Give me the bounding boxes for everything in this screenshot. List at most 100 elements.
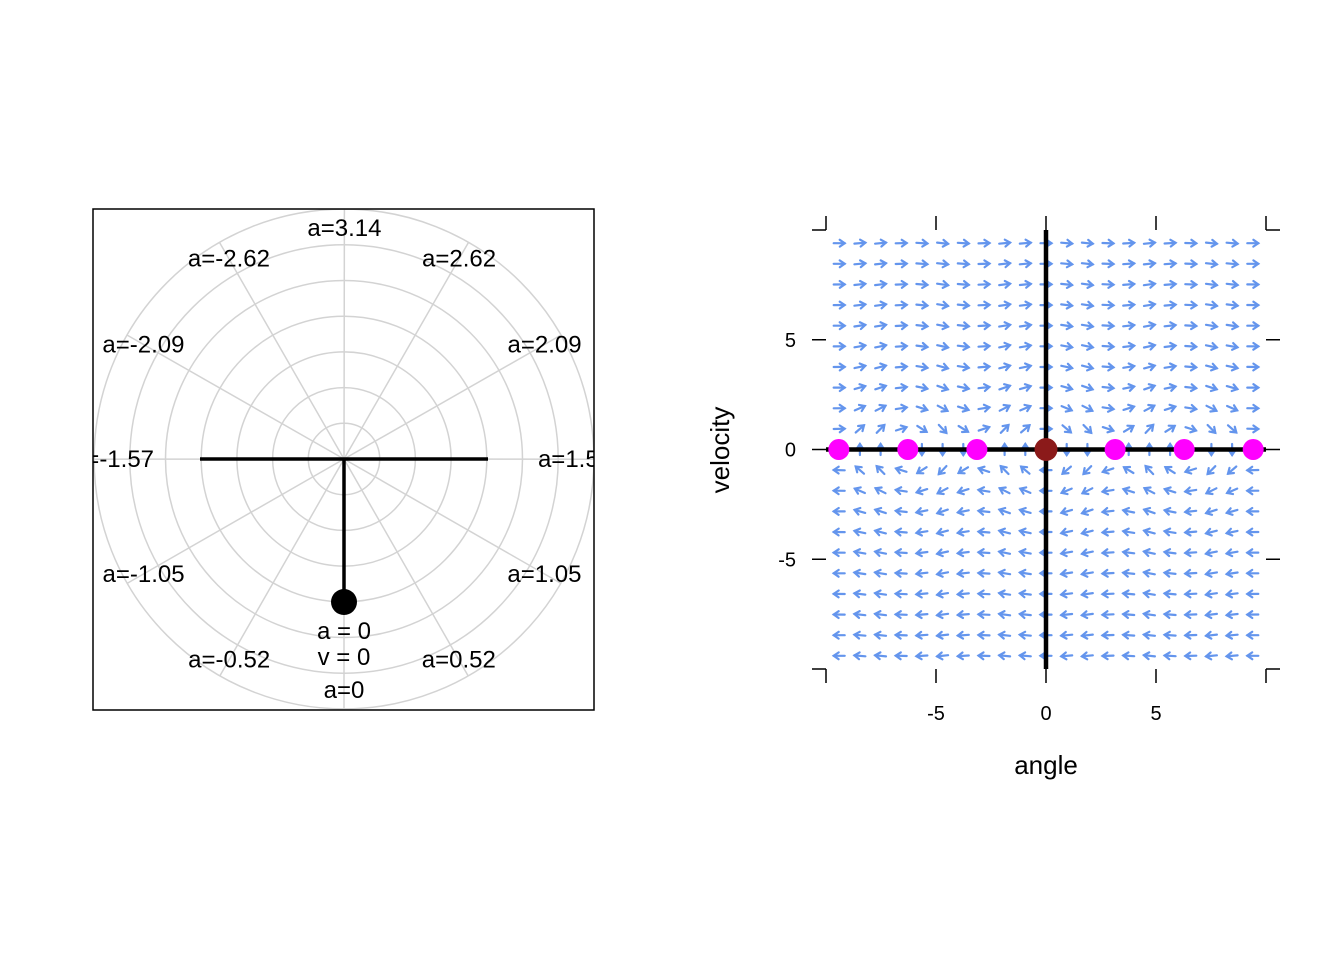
field-arrow [976, 610, 991, 620]
field-arrow [831, 486, 846, 496]
field-arrow [1121, 651, 1136, 661]
field-arrow [1224, 589, 1239, 599]
field-arrow [893, 568, 908, 578]
field-arrow [955, 630, 970, 640]
field-arrow [1059, 548, 1074, 558]
field-arrow [1246, 259, 1261, 269]
field-arrow [914, 651, 929, 661]
field-arrow [1225, 259, 1240, 269]
field-arrow [1204, 589, 1219, 599]
field-arrow [1245, 589, 1260, 599]
field-arrow [873, 321, 888, 331]
field-arrow [1225, 321, 1240, 331]
field-arrow [1060, 300, 1075, 310]
field-arrow [1225, 362, 1240, 372]
field-arrow [1080, 362, 1095, 372]
field-arrow [955, 548, 970, 558]
field-arrow [1122, 238, 1137, 248]
field-arrow [853, 300, 868, 310]
field-arrow [1018, 259, 1033, 269]
field-arrow [956, 341, 971, 351]
field-arrow [893, 610, 908, 620]
field-arrow [853, 238, 868, 248]
field-arrow [1225, 383, 1240, 393]
field-arrow [873, 238, 888, 248]
velocity-state-label: v = 0 [318, 644, 371, 671]
field-arrow [915, 404, 930, 413]
field-arrow [894, 403, 909, 413]
field-arrow [977, 424, 992, 433]
polar-spoke [126, 334, 345, 460]
field-arrow [832, 259, 847, 269]
field-arrow [1060, 321, 1075, 331]
field-arrow [831, 651, 846, 661]
field-arrow [976, 486, 991, 496]
field-arrow [1101, 403, 1116, 413]
field-arrow [893, 527, 908, 537]
field-arrow [1079, 651, 1094, 661]
field-arrow [873, 589, 888, 599]
field-arrow [1204, 630, 1219, 640]
field-arrow [1121, 589, 1136, 599]
field-arrow [853, 383, 868, 392]
y-tick-label: 5 [785, 330, 796, 352]
field-arrow [914, 568, 929, 578]
field-arrow [853, 403, 867, 413]
field-arrow [1163, 300, 1178, 310]
field-arrow [915, 466, 928, 475]
field-arrow [914, 527, 929, 537]
unstable-fixed-point [1173, 439, 1195, 460]
field-arrow [1183, 466, 1198, 475]
field-arrow [1205, 383, 1219, 393]
field-arrow [852, 630, 867, 640]
field-arrow [1184, 238, 1199, 248]
field-arrow [976, 465, 991, 475]
field-arrow [977, 259, 992, 269]
field-arrow [831, 527, 846, 537]
field-arrow [976, 630, 991, 640]
field-arrow [1122, 259, 1137, 269]
spoke-label: a=-2.09 [102, 331, 184, 358]
spoke-label: a=-1.57 [72, 446, 154, 473]
field-arrow [1100, 630, 1115, 640]
field-arrow [1017, 548, 1032, 558]
field-arrow [1205, 404, 1219, 413]
field-arrow [1225, 486, 1239, 496]
field-arrow [914, 548, 929, 558]
field-arrow [998, 279, 1013, 289]
field-arrow [997, 651, 1012, 661]
field-arrow [998, 362, 1012, 372]
field-arrow [1122, 424, 1136, 433]
field-arrow [1080, 527, 1094, 537]
field-arrow [873, 630, 888, 640]
field-arrow [976, 589, 991, 599]
field-arrow [894, 321, 909, 331]
field-arrow [956, 466, 970, 475]
field-arrow [1162, 486, 1177, 495]
field-arrow [997, 589, 1012, 599]
field-arrow [854, 465, 866, 475]
field-arrow [1246, 300, 1261, 310]
field-arrow [893, 630, 908, 640]
field-arrow [1224, 651, 1239, 661]
field-arrow [976, 651, 991, 661]
field-arrow [1142, 548, 1156, 558]
field-arrow [1183, 486, 1198, 496]
field-arrow [893, 506, 908, 516]
field-arrow [1100, 527, 1115, 537]
field-arrow [1101, 341, 1116, 351]
field-arrow [1059, 486, 1073, 496]
field-arrow [1101, 259, 1116, 269]
field-arrow [1121, 548, 1136, 558]
field-arrow [1018, 238, 1033, 248]
field-arrow [1122, 362, 1137, 372]
polar-spoke [343, 458, 562, 585]
field-arrow [1224, 610, 1239, 620]
phase-portrait-panel: -5 0 5 -5 0 5 angle velocity [705, 216, 1280, 780]
current-state-point [1034, 438, 1058, 461]
field-arrow [977, 341, 992, 351]
field-arrow [955, 610, 970, 620]
polar-spoke [218, 241, 345, 460]
field-arrow [1204, 321, 1219, 331]
field-arrow [1017, 609, 1032, 620]
